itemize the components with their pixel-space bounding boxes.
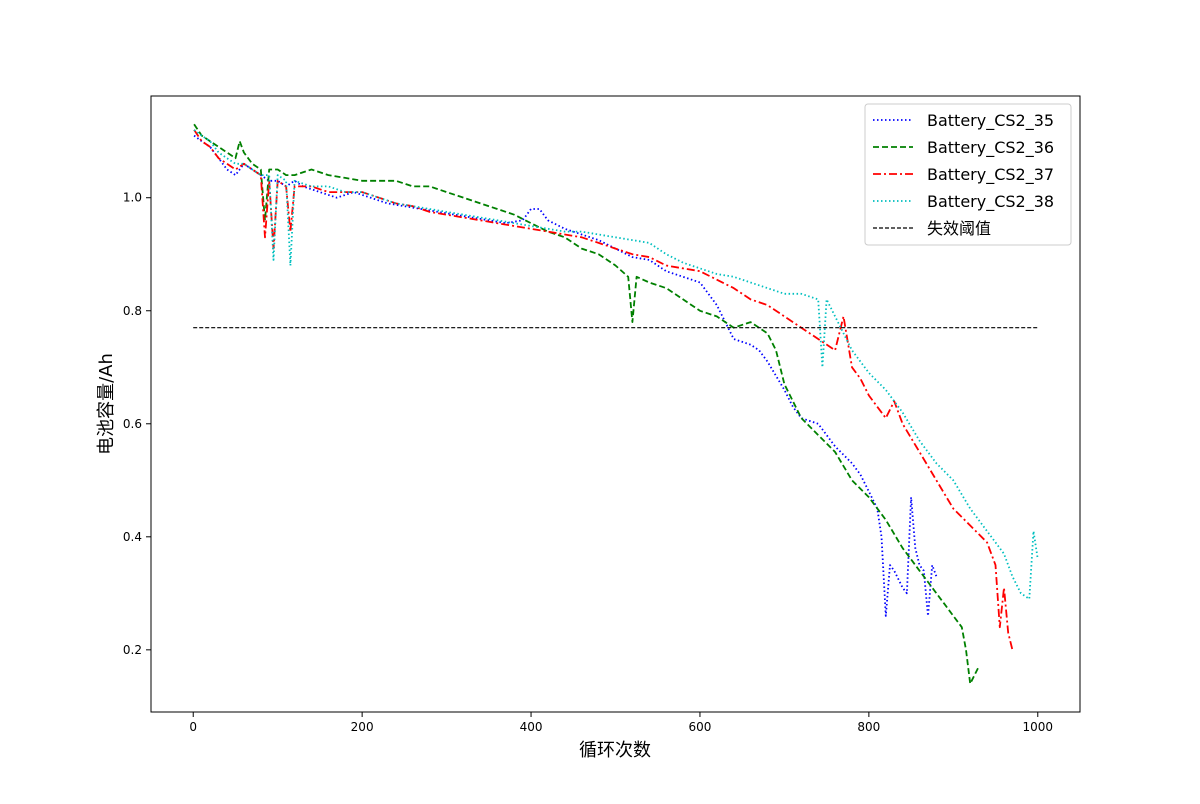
- y-tick-label: 0.2: [123, 643, 142, 657]
- legend-box: [864, 103, 1072, 246]
- x-tick-label: 1000: [1022, 720, 1053, 734]
- series-line-2: [193, 129, 1014, 651]
- x-axis-title: 循环次数: [579, 740, 651, 761]
- x-axis: 0 200 400 600 800 1000: [189, 712, 1053, 734]
- x-tick-label: 800: [857, 720, 880, 734]
- series-line-3: [193, 129, 1039, 600]
- plot-lines: [193, 123, 1039, 685]
- y-tick-label: 1.0: [123, 191, 142, 205]
- y-axis-title: 电池容量/Ah: [96, 353, 117, 455]
- legend: Battery_CS2_35 Battery_CS2_36 Battery_CS2_…: [864, 103, 1072, 246]
- x-tick-label: 400: [520, 720, 543, 734]
- legend-label: Battery_CS2_37: [927, 165, 1054, 185]
- x-tick-label: 200: [351, 720, 374, 734]
- x-tick-label: 0: [189, 720, 197, 734]
- y-tick-label: 0.8: [123, 304, 142, 318]
- y-axis: 0.2 0.4 0.6 0.8 1.0: [123, 191, 151, 657]
- legend-label: Battery_CS2_38: [927, 192, 1054, 212]
- y-tick-label: 0.4: [123, 530, 142, 544]
- legend-label: 失效阈值: [927, 219, 991, 238]
- x-tick-label: 600: [689, 720, 712, 734]
- legend-label: Battery_CS2_36: [927, 138, 1054, 158]
- plot-frame: [150, 95, 1081, 713]
- series-line-1: [193, 123, 980, 685]
- legend-label: Battery_CS2_35: [927, 111, 1054, 131]
- y-tick-label: 0.6: [123, 417, 142, 431]
